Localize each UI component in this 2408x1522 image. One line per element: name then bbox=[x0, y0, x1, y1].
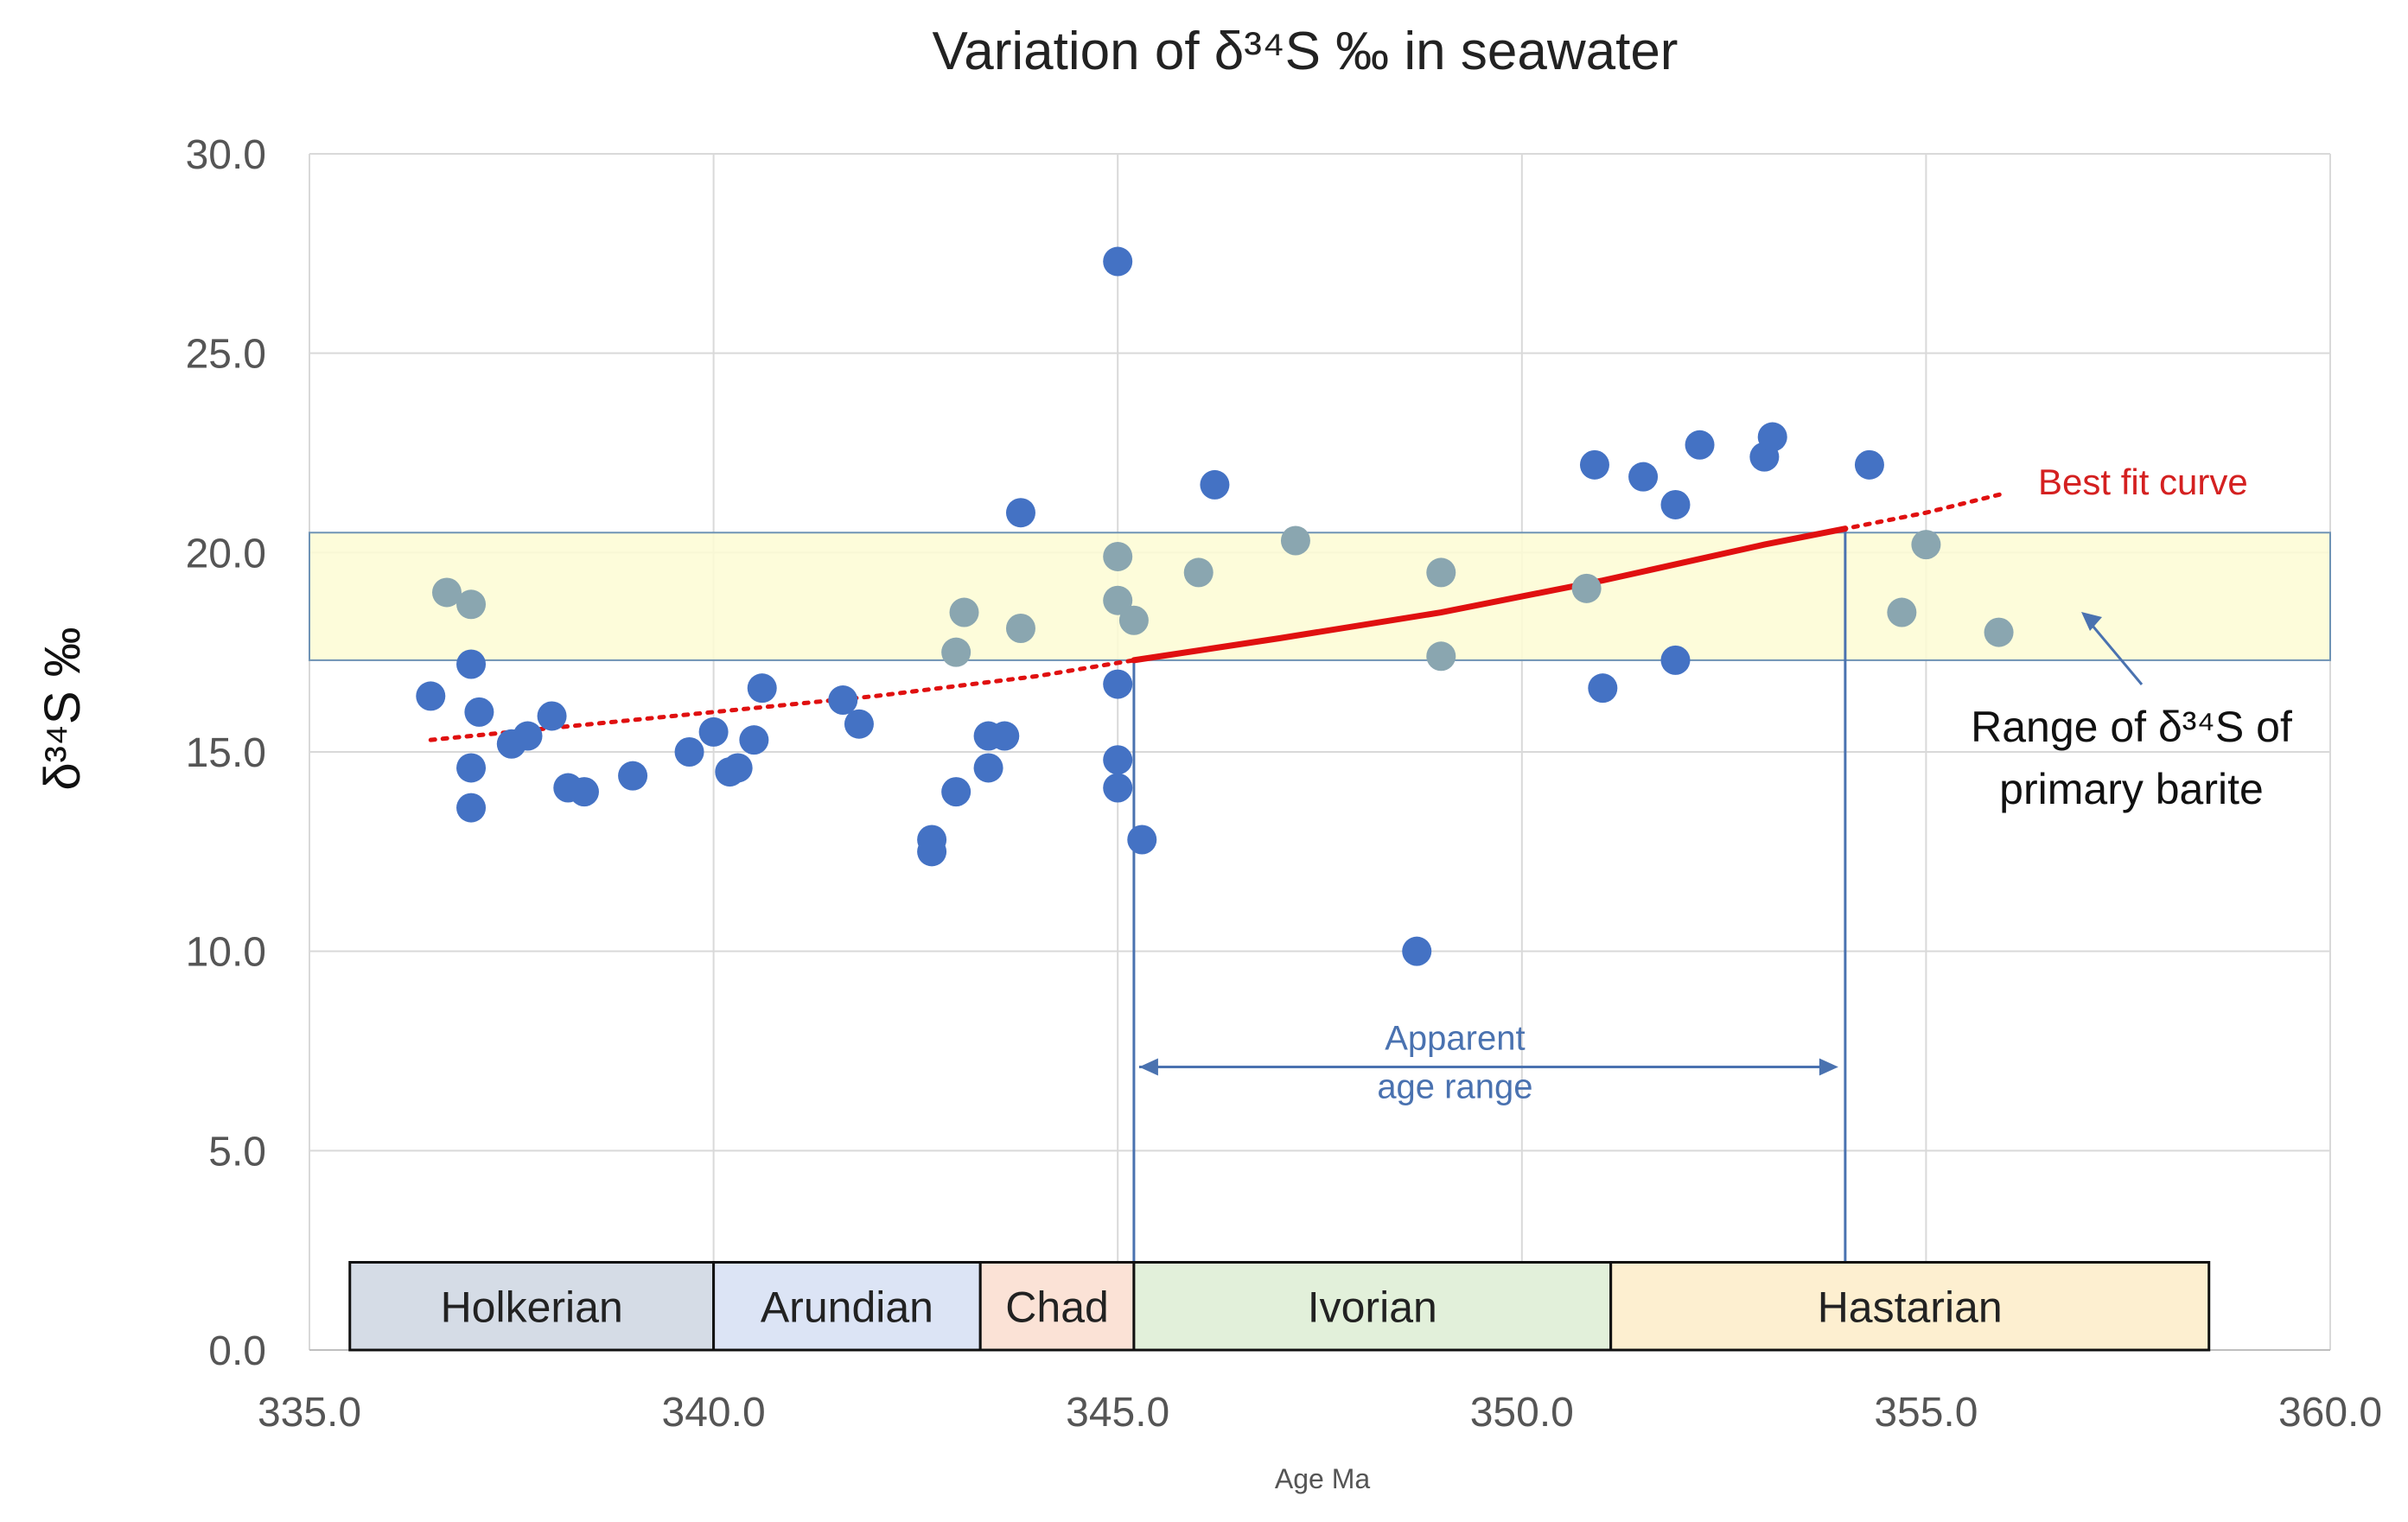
data-point bbox=[1660, 645, 1691, 675]
data-point bbox=[1103, 669, 1133, 699]
data-point bbox=[431, 577, 462, 608]
data-point bbox=[1854, 449, 1884, 480]
y-tick-label: 0.0 bbox=[208, 1328, 266, 1374]
stage-box bbox=[1609, 1261, 2211, 1352]
data-point bbox=[949, 597, 979, 627]
stage-label: Arundian bbox=[761, 1283, 933, 1331]
chart-title: Variation of δ³⁴S ‰ in seawater bbox=[933, 22, 1679, 81]
annotations: Best fit curve Range of δ³⁴S of primary ba… bbox=[1971, 462, 2292, 813]
data-point bbox=[1426, 641, 1456, 672]
barite-label-line2: primary barite bbox=[1999, 765, 2264, 813]
y-axis-label: δ³⁴S ‰ bbox=[35, 627, 91, 790]
barite-band bbox=[309, 532, 2331, 661]
data-point bbox=[1200, 469, 1230, 500]
data-points bbox=[416, 246, 2014, 966]
data-point bbox=[1402, 936, 1432, 966]
y-tick-label: 20.0 bbox=[186, 531, 266, 576]
stage-label: Holkerian bbox=[441, 1283, 623, 1331]
data-point bbox=[1571, 573, 1602, 603]
data-point bbox=[416, 681, 446, 711]
stage-label: Hastarian bbox=[1818, 1283, 2003, 1331]
data-point bbox=[1183, 557, 1214, 588]
y-tick-label: 15.0 bbox=[186, 730, 266, 776]
data-point bbox=[1757, 422, 1787, 452]
data-point bbox=[747, 673, 777, 704]
stage-box bbox=[1132, 1261, 1613, 1352]
data-point bbox=[569, 777, 599, 807]
data-point bbox=[1118, 605, 1149, 635]
data-point bbox=[1005, 498, 1035, 528]
data-point bbox=[1280, 525, 1310, 556]
y-tick-label: 5.0 bbox=[208, 1129, 266, 1175]
y-tick-label: 30.0 bbox=[186, 132, 266, 178]
x-tick-label: 340.0 bbox=[662, 1390, 766, 1436]
data-point bbox=[973, 753, 1003, 783]
data-point bbox=[456, 589, 487, 620]
stage-box bbox=[712, 1261, 982, 1352]
data-point bbox=[739, 725, 769, 755]
data-point bbox=[1628, 462, 1659, 492]
data-point bbox=[1660, 489, 1691, 519]
data-point bbox=[1579, 449, 1609, 480]
data-point bbox=[1005, 613, 1035, 643]
barite-label-line1: Range of δ³⁴S of bbox=[1971, 703, 2292, 751]
data-point bbox=[1103, 541, 1133, 571]
apparent-age-range: Apparent age range bbox=[1132, 528, 1847, 1263]
data-point bbox=[1588, 673, 1618, 704]
axes: 335.0 340.0 345.0 350.0 355.0 360.0 0.0 5.0 10.0… bbox=[35, 132, 2382, 1494]
data-point bbox=[698, 716, 729, 747]
data-point bbox=[464, 697, 494, 727]
data-point bbox=[1984, 617, 2014, 647]
data-point bbox=[990, 721, 1020, 751]
data-point bbox=[456, 793, 487, 823]
data-point bbox=[674, 737, 704, 767]
data-point bbox=[917, 837, 947, 867]
data-point bbox=[513, 721, 543, 751]
x-tick-label: 355.0 bbox=[1874, 1390, 1978, 1436]
data-point bbox=[537, 701, 567, 731]
age-range-label-line2: age range bbox=[1377, 1067, 1532, 1105]
data-point bbox=[456, 753, 487, 783]
age-range-label-line1: Apparent bbox=[1385, 1019, 1525, 1057]
x-tick-label: 335.0 bbox=[258, 1390, 361, 1436]
x-tick-label: 345.0 bbox=[1066, 1390, 1169, 1436]
stage-label: Ivorian bbox=[1308, 1283, 1437, 1331]
y-tick-label: 10.0 bbox=[186, 930, 266, 976]
x-tick-label: 360.0 bbox=[2278, 1390, 2382, 1436]
stage-bar: Holkerian Arundian Chad Ivorian Hastarian bbox=[348, 1261, 2211, 1352]
data-point bbox=[828, 685, 858, 716]
data-point bbox=[1685, 430, 1715, 460]
x-axis-label: Age Ma bbox=[1275, 1463, 1370, 1494]
data-point bbox=[1103, 745, 1133, 775]
data-point bbox=[1426, 557, 1456, 588]
data-point bbox=[941, 777, 971, 807]
best-fit-label: Best fit curve bbox=[2038, 462, 2248, 502]
data-point bbox=[941, 637, 971, 667]
barite-range-band bbox=[309, 532, 2331, 661]
data-point bbox=[618, 761, 648, 791]
y-tick-label: 25.0 bbox=[186, 332, 266, 378]
barite-pointer-line bbox=[2086, 620, 2144, 685]
data-point bbox=[1887, 597, 1917, 627]
data-point bbox=[1911, 530, 1941, 560]
age-range-arrowhead-right bbox=[1819, 1058, 1838, 1076]
data-point bbox=[1103, 246, 1133, 277]
age-range-arrowhead-left bbox=[1138, 1058, 1158, 1076]
data-point bbox=[844, 709, 874, 739]
x-tick-label: 350.0 bbox=[1470, 1390, 1574, 1436]
stage-box bbox=[348, 1261, 716, 1352]
best-fit-solid bbox=[1131, 525, 1849, 664]
data-point bbox=[1127, 825, 1157, 855]
data-point bbox=[1103, 773, 1133, 803]
best-fit-curve bbox=[428, 490, 2010, 742]
barite-pointer-arrowhead bbox=[2081, 612, 2102, 631]
data-point bbox=[1103, 585, 1133, 615]
data-point bbox=[723, 753, 753, 783]
stage-label: Chad bbox=[1005, 1283, 1109, 1331]
data-point bbox=[456, 649, 487, 679]
